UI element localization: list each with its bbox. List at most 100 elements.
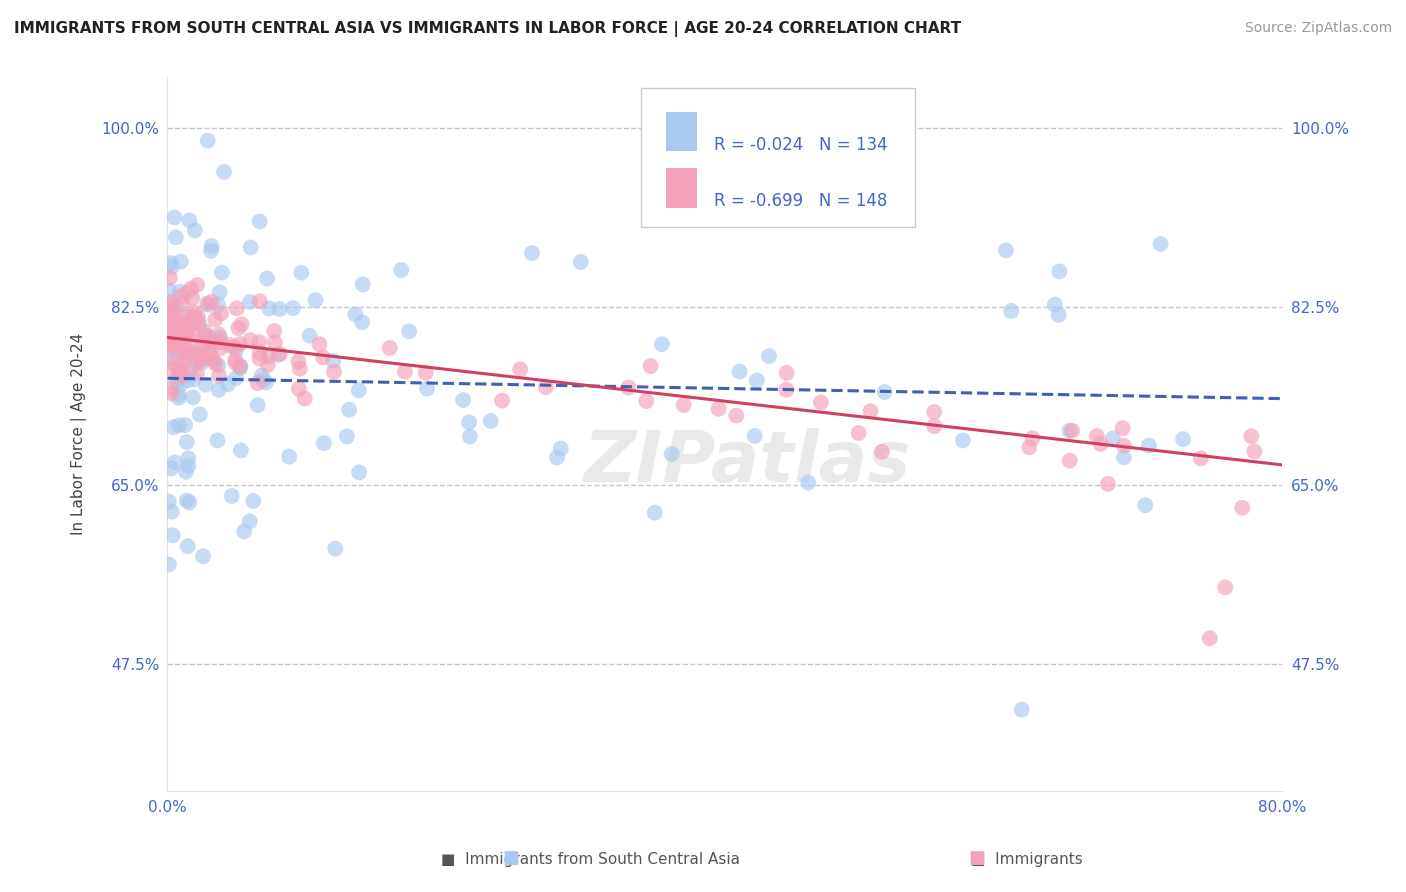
Point: [194, 337, 217, 351]
Point: [725, 409, 748, 423]
Point: [758, 349, 780, 363]
Text: ■: ■: [502, 849, 519, 867]
Point: [162, 420, 184, 434]
Point: [1111, 421, 1133, 435]
Point: [157, 311, 180, 326]
Point: [290, 266, 312, 280]
Point: [247, 351, 270, 366]
Point: [569, 255, 592, 269]
Point: [1171, 432, 1194, 446]
Point: [159, 295, 181, 310]
Point: [166, 375, 188, 389]
Point: [323, 541, 346, 556]
Point: [298, 328, 321, 343]
Point: [224, 355, 246, 369]
Point: [179, 313, 201, 327]
Text: R = -0.024   N = 134: R = -0.024 N = 134: [714, 136, 887, 154]
Text: Source: ZipAtlas.com: Source: ZipAtlas.com: [1244, 21, 1392, 35]
Point: [1000, 304, 1022, 318]
Point: [184, 223, 207, 237]
Point: [308, 337, 330, 351]
Point: [672, 398, 695, 412]
Point: [651, 337, 673, 351]
Point: [173, 346, 195, 360]
Point: [415, 366, 437, 380]
Point: [183, 372, 205, 386]
Point: [744, 429, 766, 443]
Point: [179, 495, 201, 509]
Point: [159, 331, 181, 345]
Point: [181, 345, 204, 359]
Bar: [666, 112, 697, 152]
Point: [169, 318, 191, 333]
Point: [174, 465, 197, 479]
Point: [163, 211, 186, 225]
Point: [194, 377, 217, 392]
Point: [162, 528, 184, 542]
Point: [337, 402, 360, 417]
Point: [157, 494, 180, 508]
Point: [416, 382, 439, 396]
Point: [174, 318, 197, 333]
Point: [159, 362, 181, 376]
Point: [617, 381, 640, 395]
Point: [644, 506, 666, 520]
Point: [160, 350, 183, 364]
Point: [157, 337, 180, 351]
Point: [160, 386, 183, 401]
Point: [170, 322, 193, 336]
Point: [159, 309, 181, 323]
Point: [242, 494, 264, 508]
Point: [204, 312, 226, 326]
Point: [188, 347, 211, 361]
Point: [661, 193, 683, 207]
Point: [1090, 437, 1112, 451]
Point: [225, 343, 247, 358]
Point: [229, 359, 252, 374]
Point: [304, 293, 326, 308]
Point: [312, 436, 335, 450]
Point: [256, 271, 278, 285]
Point: [160, 339, 183, 353]
Point: [239, 515, 262, 529]
Point: [170, 254, 193, 268]
Point: [181, 390, 204, 404]
Point: [181, 315, 204, 329]
Point: [157, 331, 180, 345]
Point: [1097, 476, 1119, 491]
Text: ■  Immigrants: ■ Immigrants: [970, 852, 1083, 867]
Point: [775, 178, 797, 193]
Point: [186, 366, 208, 380]
Point: [159, 355, 181, 369]
Point: [188, 318, 211, 332]
Point: [181, 310, 204, 324]
Point: [1059, 453, 1081, 467]
Point: [873, 384, 896, 399]
Point: [212, 165, 235, 179]
Point: [229, 359, 252, 373]
Point: [207, 359, 229, 373]
Point: [209, 306, 232, 320]
Point: [159, 270, 181, 285]
Point: [176, 493, 198, 508]
Point: [160, 300, 183, 314]
Point: [159, 339, 181, 353]
Point: [848, 425, 870, 440]
Point: [281, 301, 304, 315]
Point: [1137, 438, 1160, 452]
Text: R = -0.699   N = 148: R = -0.699 N = 148: [714, 193, 887, 211]
Point: [166, 346, 188, 360]
Point: [170, 369, 193, 384]
Point: [745, 374, 768, 388]
Point: [250, 368, 273, 383]
Point: [336, 429, 359, 443]
Point: [246, 376, 269, 391]
Point: [176, 320, 198, 334]
Point: [239, 295, 262, 310]
Bar: [666, 169, 697, 208]
Text: ZIPatlas: ZIPatlas: [583, 428, 911, 498]
Point: [1085, 429, 1108, 443]
Point: [190, 356, 212, 370]
Point: [200, 244, 222, 258]
Point: [190, 350, 212, 364]
